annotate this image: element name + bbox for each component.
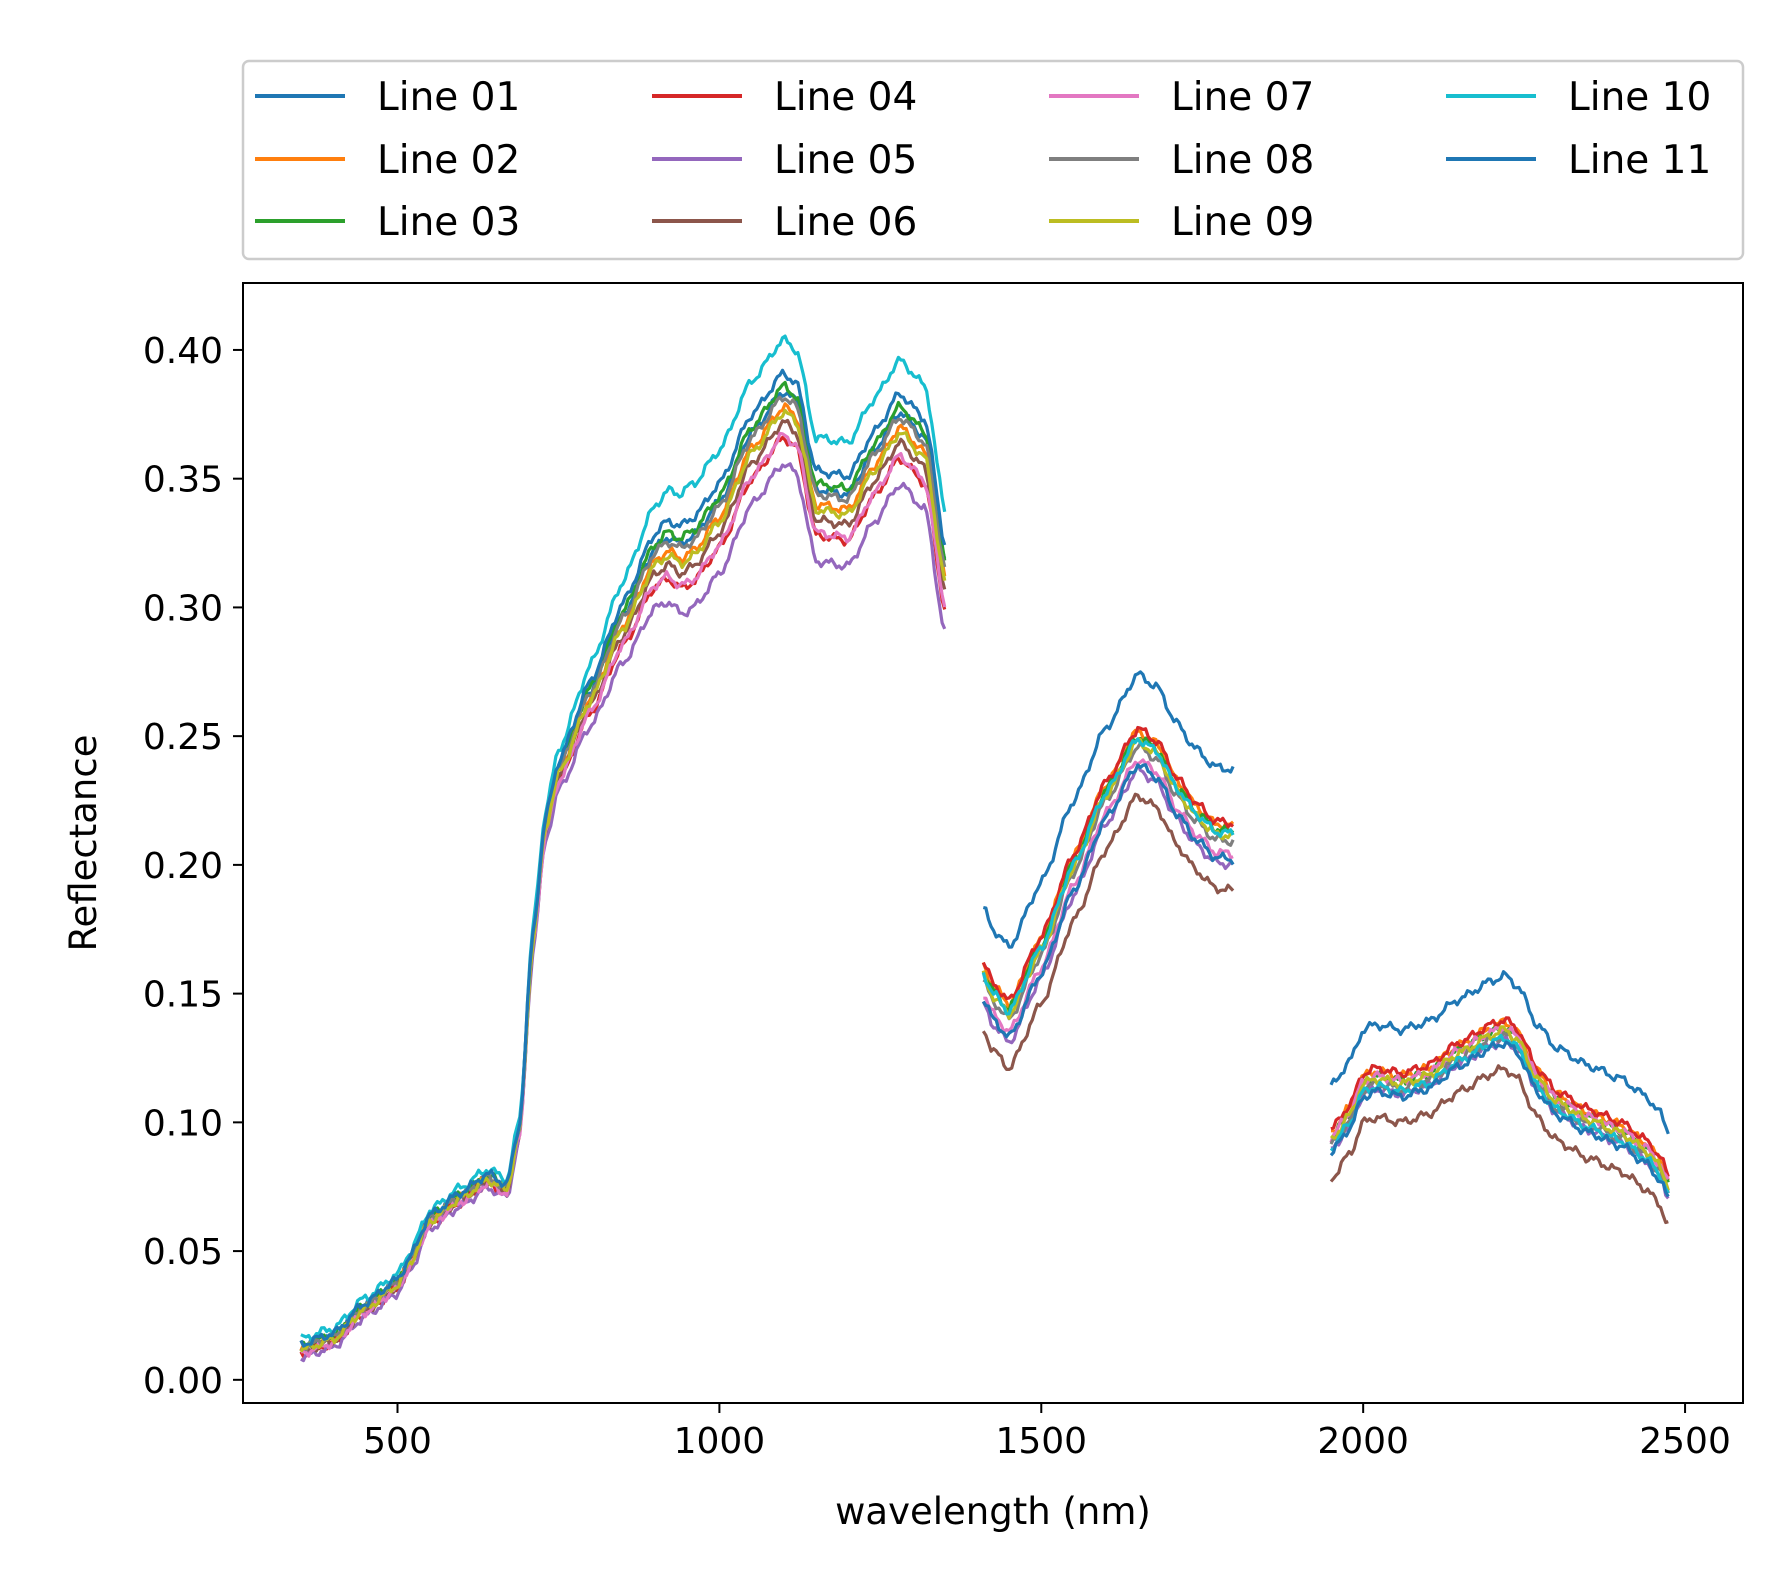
y-tick-label: 0.05 [143,1232,223,1273]
x-tick-label: 2000 [1317,1421,1409,1462]
series-line [1329,1033,1670,1194]
legend-label: Line 05 [774,138,917,183]
legend-label: Line 02 [377,138,520,183]
series-line [1329,970,1670,1135]
x-tick-label: 1000 [674,1421,766,1462]
series-line [300,334,947,1342]
legend-label: Line 07 [1171,75,1314,120]
legend-frame [241,59,1745,261]
series-line [982,670,1235,949]
legend-label: Line 08 [1171,138,1314,183]
legend-label: Line 11 [1568,138,1711,183]
series-line [981,763,1235,1039]
y-tick-label: 0.35 [143,460,223,501]
legend-label: Line 10 [1568,75,1711,120]
series-layer [299,334,1670,1363]
series-line [1329,1064,1669,1225]
series-line [300,431,947,1358]
x-tick-label: 2500 [1639,1421,1731,1462]
series-line [1329,1040,1670,1198]
legend-label: Line 03 [377,200,520,245]
x-axis: 500 1000 1500 2000 2500 [363,1403,1731,1462]
y-tick-label: 0.40 [143,331,223,372]
series-line [1330,1016,1670,1178]
y-tick-label: 0.00 [143,1361,223,1402]
legend-label: Line 04 [774,75,917,120]
series-line [981,792,1235,1071]
y-tick-label: 0.10 [143,1103,223,1144]
legend-label: Line 01 [377,75,520,120]
y-axis: 0.00 0.05 0.10 0.15 0.20 0.25 0.30 0.35 0.40 [143,331,243,1402]
series-line [299,368,947,1348]
series-line [1329,1025,1670,1191]
x-tick-label: 1500 [995,1421,1087,1462]
x-tick-label: 500 [363,1421,432,1462]
y-tick-label: 0.15 [143,975,223,1016]
legend: Line 01 Line 02 Line 03 Line 04 Line 05 Line … [241,59,1745,261]
legend-label: Line 09 [1171,200,1314,245]
y-axis-label: Reflectance [62,735,105,952]
legend-label: Line 06 [774,200,917,245]
series-line [981,737,1235,1016]
y-tick-label: 0.30 [143,588,223,629]
plot-frame [242,282,1744,1404]
series-line [299,408,947,1353]
y-tick-label: 0.25 [143,717,223,758]
y-tick-label: 0.20 [143,846,223,887]
x-axis-label: wavelength (nm) [835,1490,1151,1533]
